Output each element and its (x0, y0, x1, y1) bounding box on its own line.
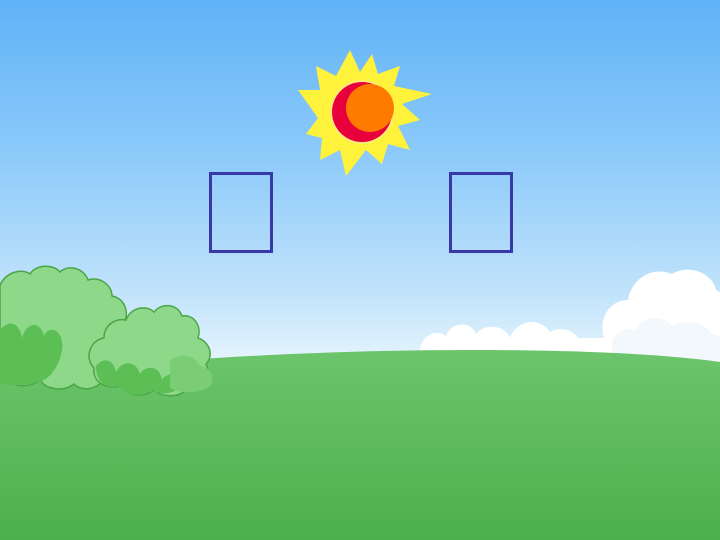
sun-icon (298, 50, 432, 176)
answer-box-right[interactable] (449, 172, 513, 253)
bush-icon (0, 265, 213, 397)
grass-hill (0, 350, 720, 540)
answer-box-left[interactable] (209, 172, 273, 253)
cloud-icon (420, 269, 720, 364)
